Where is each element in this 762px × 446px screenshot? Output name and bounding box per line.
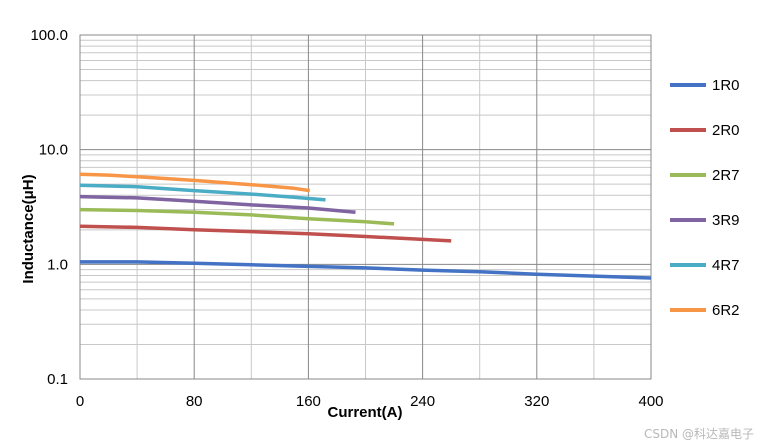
series-line-6r2 xyxy=(79,172,311,193)
series-layer xyxy=(79,172,652,280)
x-axis-title: Current(A) xyxy=(328,404,403,421)
legend-label-2r7: 2R7 xyxy=(712,167,740,184)
grid-minor xyxy=(80,35,651,379)
y-axis-title: Inductance(μH) xyxy=(20,174,37,283)
y-tick-label: 100.0 xyxy=(30,27,68,44)
legend: 1R0 2R0 2R7 3R9 4R7 6R2 xyxy=(670,77,740,319)
series-line-3r9 xyxy=(79,194,356,214)
watermark: CSDN @科达嘉电子 xyxy=(643,427,754,441)
series-line-2r7 xyxy=(79,207,395,226)
y-tick-label: 1.0 xyxy=(47,256,68,273)
x-tick-label: 80 xyxy=(186,393,203,410)
legend-label-4r7: 4R7 xyxy=(712,257,740,274)
legend-label-3r9: 3R9 xyxy=(712,212,740,229)
series-line-2r0 xyxy=(79,224,452,243)
legend-label-1r0: 1R0 xyxy=(712,77,740,94)
series-line-4r7 xyxy=(79,183,326,202)
x-tick-labels: 0 80 160 240 320 400 xyxy=(76,393,664,410)
y-tick-label: 0.1 xyxy=(47,371,68,388)
plot-frame xyxy=(79,34,652,380)
series-line-1r0 xyxy=(80,260,652,280)
y-tick-labels: 100.0 10.0 1.0 0.1 xyxy=(30,27,68,388)
x-tick-label: 160 xyxy=(296,393,321,410)
x-tick-label: 0 xyxy=(76,393,84,410)
x-tick-label: 240 xyxy=(410,393,435,410)
y-tick-label: 10.0 xyxy=(39,142,68,159)
legend-label-6r2: 6R2 xyxy=(712,302,740,319)
x-tick-label: 400 xyxy=(638,393,663,410)
x-tick-label: 320 xyxy=(524,393,549,410)
legend-label-2r0: 2R0 xyxy=(712,122,740,139)
